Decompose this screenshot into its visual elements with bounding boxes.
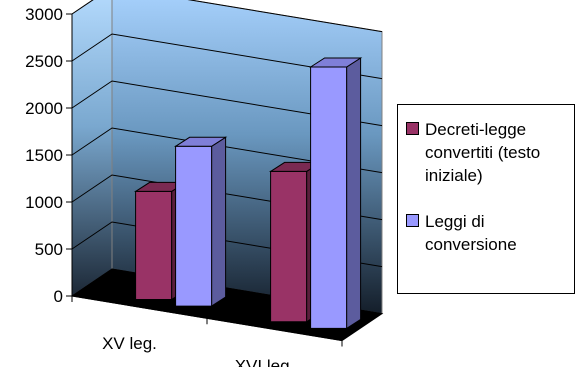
gridline: [71, 33, 383, 80]
gridline: [71, 80, 383, 127]
bar-front: [135, 190, 173, 300]
legend-item-decreti: Decreti-legge convertiti (testo iniziale…: [406, 118, 575, 187]
legend-swatch-decreti: [406, 122, 419, 135]
bar-leggi-1: [173, 136, 228, 308]
bars: [133, 57, 363, 330]
legend-swatch-leggi: [406, 214, 419, 227]
side-wall: [71, 0, 113, 297]
x-tick-label: XVI leg.: [235, 356, 295, 367]
y-tick-label: 0: [54, 287, 63, 306]
y-tick-label: 3000: [25, 5, 63, 24]
tick-labels: 0 500 1000 1500 2000 2500 3000 XV leg. XVI leg.: [25, 5, 294, 367]
legend-item-leggi: Leggi di conversione: [406, 210, 575, 256]
gridline: [71, 0, 383, 33]
bar-leggi-2: [308, 57, 363, 330]
legend-label-decreti: Decreti-legge convertiti (testo iniziale…: [425, 120, 541, 185]
legend-label-leggi: Leggi di conversione: [425, 212, 517, 254]
x-tick-label: XV leg.: [102, 334, 157, 353]
bar-side: [346, 57, 362, 330]
y-tick-label: 2000: [25, 99, 63, 118]
bar-side: [211, 136, 227, 308]
y-tick-label: 500: [35, 240, 63, 259]
bar-front: [270, 170, 308, 323]
y-tick-label: 1000: [25, 193, 63, 212]
bar-front: [310, 66, 348, 329]
bar-top: [173, 136, 228, 147]
y-tick-label: 2500: [25, 52, 63, 71]
bar-front: [175, 145, 213, 307]
y-tick-label: 1500: [25, 146, 63, 165]
legend: Decreti-legge convertiti (testo iniziale…: [397, 104, 575, 294]
axes: [66, 13, 343, 347]
gridline: [71, 127, 383, 174]
bar-top: [308, 57, 363, 68]
